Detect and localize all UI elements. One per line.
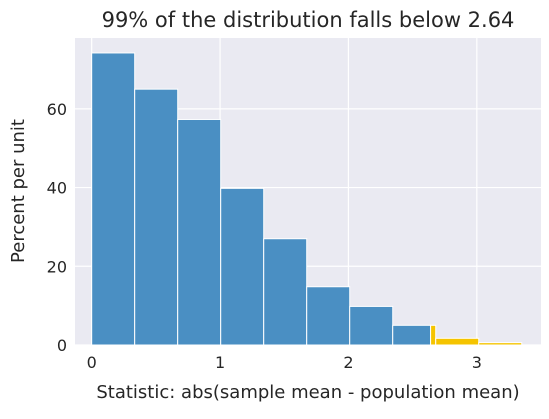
y-tick-label: 20 xyxy=(47,257,67,276)
chart-title: 99% of the distribution falls below 2.64 xyxy=(102,8,515,32)
x-tick-label: 2 xyxy=(343,353,353,372)
y-tick-label: 60 xyxy=(47,100,67,119)
shaded-tail-bar xyxy=(435,337,480,346)
histogram-bar xyxy=(349,305,394,346)
histogram-bar xyxy=(306,286,351,346)
tick-labels: 0 1 2 3 0 20 40 60 xyxy=(47,100,482,372)
histogram-bar xyxy=(134,88,179,346)
histogram-bar xyxy=(91,52,136,346)
shaded-tail-bar xyxy=(430,324,437,346)
shaded-tail-bar xyxy=(478,342,523,346)
x-axis-label: Statistic: abs(sample mean - population … xyxy=(96,382,519,403)
y-tick-label: 0 xyxy=(57,336,67,355)
histogram-bar xyxy=(392,324,432,346)
x-tick-label: 0 xyxy=(87,353,97,372)
histogram-bar xyxy=(263,238,308,346)
histogram-bar xyxy=(220,187,265,346)
bars xyxy=(91,52,523,346)
y-axis-label: Percent per unit xyxy=(8,119,29,263)
x-tick-label: 3 xyxy=(472,353,482,372)
histogram-bar xyxy=(177,118,222,346)
x-tick-label: 1 xyxy=(215,353,225,372)
y-tick-label: 40 xyxy=(47,179,67,198)
